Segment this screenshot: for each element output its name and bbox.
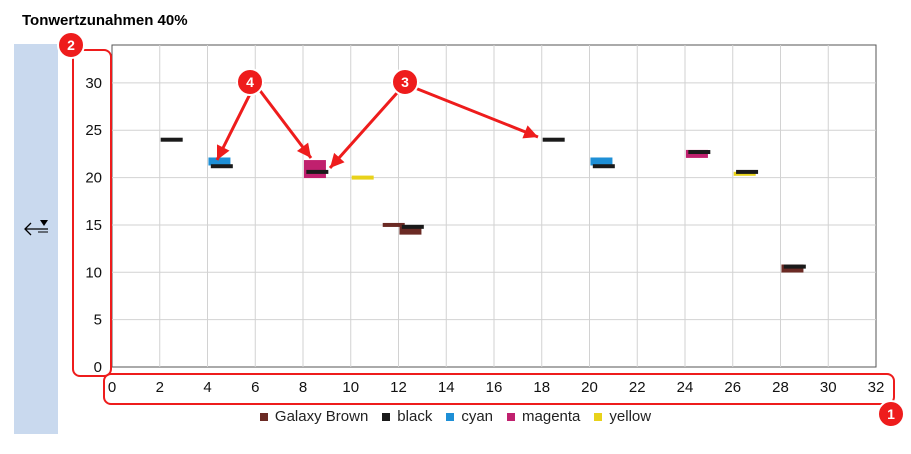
x-tick-label: 2 (156, 379, 164, 396)
bar-mark-black (210, 164, 233, 169)
legend-item: cyan (446, 408, 493, 425)
annotation-box-y-axis (72, 49, 112, 377)
bar-mark-cyan (590, 157, 613, 166)
annotation-arrow-4b-head (296, 142, 311, 158)
annotation-arrow-4b (253, 83, 313, 159)
x-tick-label: 30 (820, 379, 837, 396)
x-tick-label: 32 (868, 379, 885, 396)
x-tick-label: 20 (581, 379, 598, 396)
annotation-arrow-3b (404, 82, 539, 139)
legend-label: cyan (461, 408, 494, 425)
annotation-badge-label: 3 (401, 74, 409, 90)
bar-mark-galaxy-brown (399, 226, 422, 235)
legend-item: magenta (507, 408, 580, 425)
legend-label: yellow (609, 408, 652, 425)
sidebar-panel[interactable] (14, 44, 58, 434)
x-tick-label: 18 (533, 379, 550, 396)
legend-label: Galaxy Brown (274, 408, 369, 425)
x-tick-label: 0 (108, 379, 116, 396)
legend-swatch (594, 412, 603, 421)
bar-mark-black (592, 164, 615, 169)
y-tick-label: 25 (85, 122, 102, 139)
legend-item: black (382, 408, 432, 425)
bar-mark-magenta (303, 160, 326, 179)
y-tick-label: 20 (85, 170, 102, 187)
x-tick-label: 22 (629, 379, 646, 396)
annotation-arrow-3a (328, 83, 407, 169)
legend-label: black (397, 408, 433, 425)
x-tick-label: 16 (486, 379, 503, 396)
y-tick-label: 30 (85, 75, 102, 92)
x-tick-label: 28 (772, 379, 789, 396)
legend-label: magenta (522, 408, 581, 425)
y-tick-label: 5 (94, 312, 102, 329)
y-tick-label: 10 (85, 264, 102, 281)
annotation-badge (391, 68, 419, 96)
annotation-badge-label: 4 (246, 74, 254, 90)
annotation-badge (236, 68, 264, 96)
annotation-box-x-axis (103, 373, 895, 405)
annotation-arrow-4a-head (217, 144, 230, 160)
x-tick-label: 4 (203, 379, 211, 396)
bar-mark-cyan (208, 157, 231, 166)
bar-mark-black (160, 137, 183, 142)
x-tick-label: 12 (390, 379, 407, 396)
annotation-arrow-3a-head (330, 152, 345, 168)
annotation-badge-label: 2 (67, 37, 75, 53)
x-tick-label: 10 (342, 379, 359, 396)
y-tick-label: 15 (85, 217, 102, 234)
annotation-badge-label: 1 (887, 406, 895, 422)
bar-mark-black (736, 169, 759, 174)
annotation-arrow-3b-head (522, 125, 538, 139)
bar-mark-black (401, 224, 424, 229)
bar-mark-black (783, 264, 806, 269)
legend-item: Galaxy Brown (259, 408, 369, 425)
level-arrow-icon[interactable] (22, 218, 52, 238)
bar-mark-black (306, 169, 329, 174)
bar-mark-yellow (351, 175, 374, 180)
x-tick-label: 14 (438, 379, 455, 396)
annotation-badge (57, 31, 85, 59)
bar-mark-black (542, 137, 565, 142)
chart-title: Tonwertzunahmen 40% (22, 12, 188, 29)
bar-mark-black (688, 150, 711, 155)
annotation-arrow-4a (215, 83, 257, 161)
legend-swatch (259, 412, 268, 421)
y-tick-label: 0 (94, 359, 102, 376)
legend-swatch (446, 412, 455, 421)
legend-swatch (507, 412, 516, 421)
legend-swatch (382, 412, 391, 421)
bar-mark-galaxy-brown (382, 222, 405, 227)
annotation-badge (877, 400, 905, 428)
x-tick-label: 26 (724, 379, 741, 396)
legend-item: yellow (594, 408, 651, 425)
x-tick-label: 6 (251, 379, 259, 396)
chart-legend: Galaxy Brown black cyan magenta yellow (0, 408, 911, 425)
x-tick-label: 8 (299, 379, 307, 396)
x-tick-label: 24 (677, 379, 694, 396)
